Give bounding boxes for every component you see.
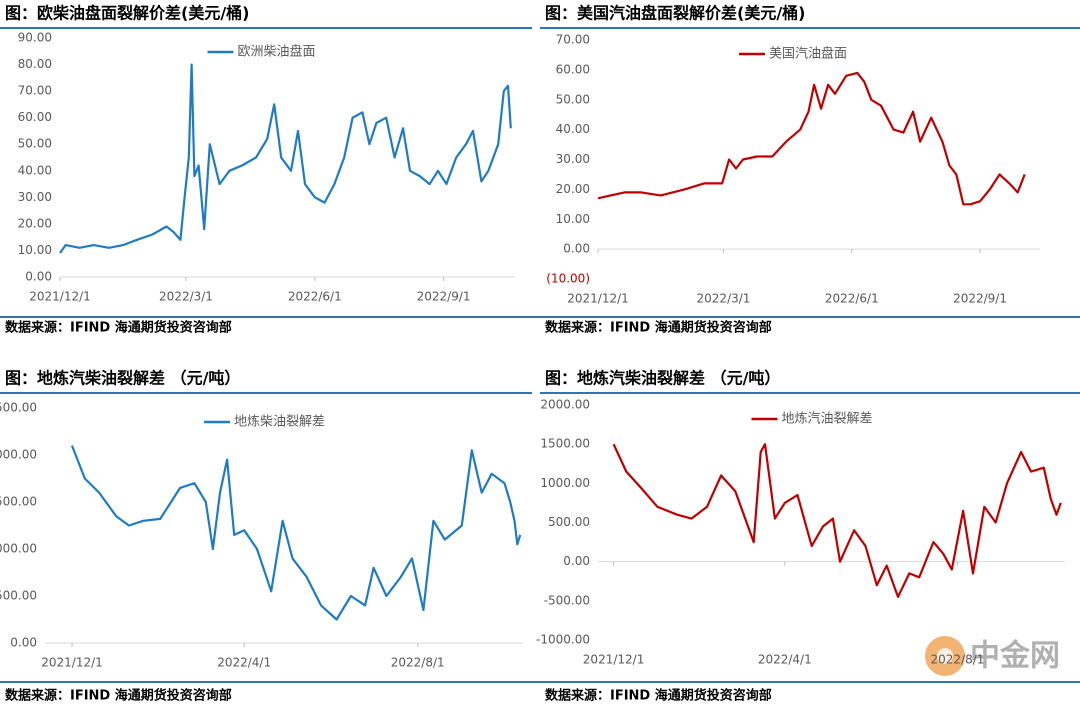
series-line (70, 445, 522, 621)
y-tick-label: 60.00 (556, 62, 590, 76)
source: 数据来源：IFIND 海通期货投资咨询部 (5, 688, 232, 704)
y-tick-label: -1000.00 (536, 633, 590, 647)
x-tick-label: 2021/12/1 (583, 653, 645, 667)
legend-label: 地炼汽油裂解差 (782, 412, 873, 427)
y-tick-label: 40.00 (556, 122, 590, 136)
legend-label: 美国汽油盘面 (769, 46, 847, 62)
y-tick-label: 1500.00 (0, 495, 37, 509)
x-tick-label: 2022/8/1 (930, 653, 984, 667)
y-tick-label: 2000.00 (540, 398, 590, 412)
y-tick-label: (10.00) (546, 272, 590, 286)
source: 数据来源：IFIND 海通期货投资咨询部 (545, 688, 772, 704)
y-tick-label: 40.00 (18, 163, 52, 177)
y-tick-label: 30.00 (18, 190, 52, 204)
series-line (59, 63, 512, 254)
chart-title: 图：地炼汽柴油裂解差 （元/吨） (5, 369, 240, 388)
x-tick-label: 2021/12/1 (29, 290, 91, 304)
y-tick-label: -500.00 (544, 593, 590, 607)
y-tick-label: 50.00 (556, 92, 590, 106)
y-tick-label: 30.00 (556, 152, 590, 166)
watermark: 中金网 (970, 639, 1060, 674)
x-tick-label: 2022/3/1 (697, 292, 751, 306)
y-tick-label: 1000.00 (540, 476, 590, 490)
x-tick-label: 2022/3/1 (159, 290, 213, 304)
y-tick-label: 1000.00 (0, 542, 37, 556)
y-tick-label: 0.00 (25, 270, 52, 284)
y-tick-label: 0.00 (563, 242, 590, 256)
y-tick-label: 2000.00 (0, 448, 37, 462)
y-tick-label: 500.00 (0, 589, 37, 603)
series-line (597, 71, 1026, 206)
chart-title: 图：欧柴油盘面裂解价差(美元/桶) (5, 4, 249, 23)
source: 数据来源：IFIND 海通期货投资咨询部 (545, 320, 772, 336)
y-tick-label: 80.00 (18, 57, 52, 71)
y-tick-label: 10.00 (556, 212, 590, 226)
series-line (612, 443, 1062, 598)
y-tick-label: 1500.00 (540, 437, 590, 451)
chart-title: 图：地炼汽柴油裂解差 （元/吨） (545, 369, 780, 388)
logo-icon (937, 648, 953, 664)
source: 数据来源：IFIND 海通期货投资咨询部 (5, 320, 232, 336)
x-tick-label: 2022/9/1 (417, 290, 471, 304)
x-tick-label: 2022/6/1 (825, 292, 879, 306)
y-tick-label: 0.00 (10, 636, 37, 650)
y-tick-label: 0.00 (563, 554, 590, 568)
y-tick-label: 50.00 (18, 137, 52, 151)
x-tick-label: 2022/6/1 (288, 290, 342, 304)
y-tick-label: 20.00 (556, 182, 590, 196)
x-tick-label: 2022/4/1 (217, 656, 271, 670)
y-tick-label: 10.00 (18, 243, 52, 257)
x-tick-label: 2021/12/1 (567, 292, 629, 306)
y-tick-label: 70.00 (556, 33, 590, 47)
y-tick-label: 60.00 (18, 110, 52, 124)
x-tick-label: 2022/8/1 (391, 656, 445, 670)
y-tick-label: 20.00 (18, 216, 52, 230)
x-tick-label: 2022/9/1 (953, 292, 1007, 306)
x-tick-label: 2022/4/1 (758, 653, 812, 667)
legend-label: 地炼柴油裂解差 (234, 415, 325, 430)
y-tick-label: 500.00 (548, 515, 590, 529)
chart-title: 图：美国汽油盘面裂解价差(美元/桶) (545, 4, 805, 23)
y-tick-label: 2500.00 (0, 401, 37, 415)
legend-label: 欧洲柴油盘面 (238, 44, 316, 60)
x-tick-label: 2021/12/1 (41, 656, 103, 670)
y-tick-label: 90.00 (18, 31, 52, 45)
y-tick-label: 70.00 (18, 84, 52, 98)
